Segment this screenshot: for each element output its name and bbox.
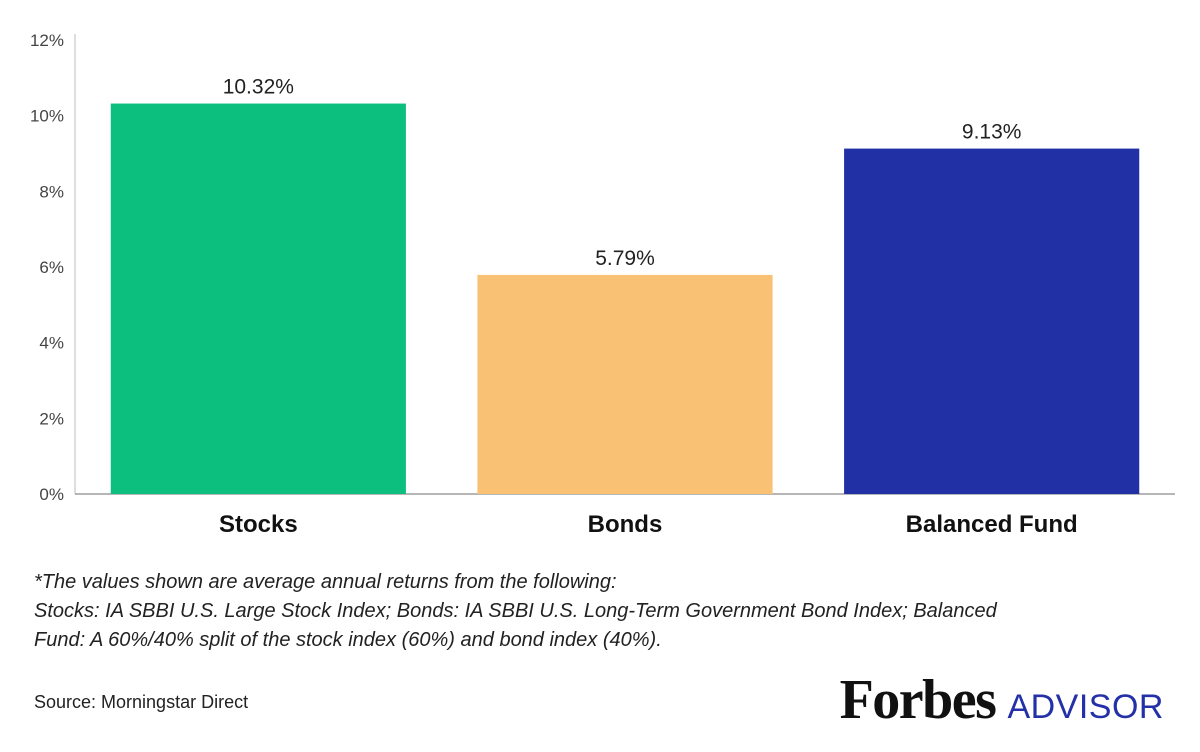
footnote: *The values shown are average annual ret… <box>34 568 1164 655</box>
footnote-line-2: Stocks: IA SBBI U.S. Large Stock Index; … <box>34 600 997 622</box>
footnote-line-3: Fund: A 60%/40% split of the stock index… <box>34 629 662 651</box>
y-tick-label: 10% <box>30 107 64 126</box>
footnote-line-1: *The values shown are average annual ret… <box>34 571 617 593</box>
category-label: Stocks <box>219 511 298 538</box>
y-tick-label: 6% <box>39 258 64 277</box>
y-tick-label: 12% <box>30 31 64 50</box>
data-label: 10.32% <box>223 76 294 99</box>
source-note: Source: Morningstar Direct <box>34 692 249 712</box>
y-tick-label: 2% <box>39 409 64 428</box>
bar-bonds <box>477 274 773 494</box>
bar-balanced-fund <box>844 148 1140 494</box>
bar-chart: 0% 2% 4% 6% 8% 10% 12% 10.32% Stocks 5.79% Bonds 9.… <box>30 31 1175 538</box>
data-label: 9.13% <box>962 121 1022 144</box>
category-label: Bonds <box>588 511 663 538</box>
y-tick-label: 4% <box>39 334 64 353</box>
data-label: 5.79% <box>595 247 655 270</box>
logo-brand: Forbes <box>839 669 997 731</box>
y-tick-label: 0% <box>39 485 64 504</box>
forbes-advisor-logo: Forbes ADVISOR <box>840 668 1164 732</box>
category-label: Balanced Fund <box>906 511 1078 538</box>
logo-sub: ADVISOR <box>1007 688 1164 726</box>
chart-canvas: 0% 2% 4% 6% 8% 10% 12% 10.32% Stocks 5.79% Bonds 9.… <box>30 31 1175 538</box>
y-tick-label: 8% <box>39 182 64 201</box>
bar-stocks <box>110 103 406 494</box>
